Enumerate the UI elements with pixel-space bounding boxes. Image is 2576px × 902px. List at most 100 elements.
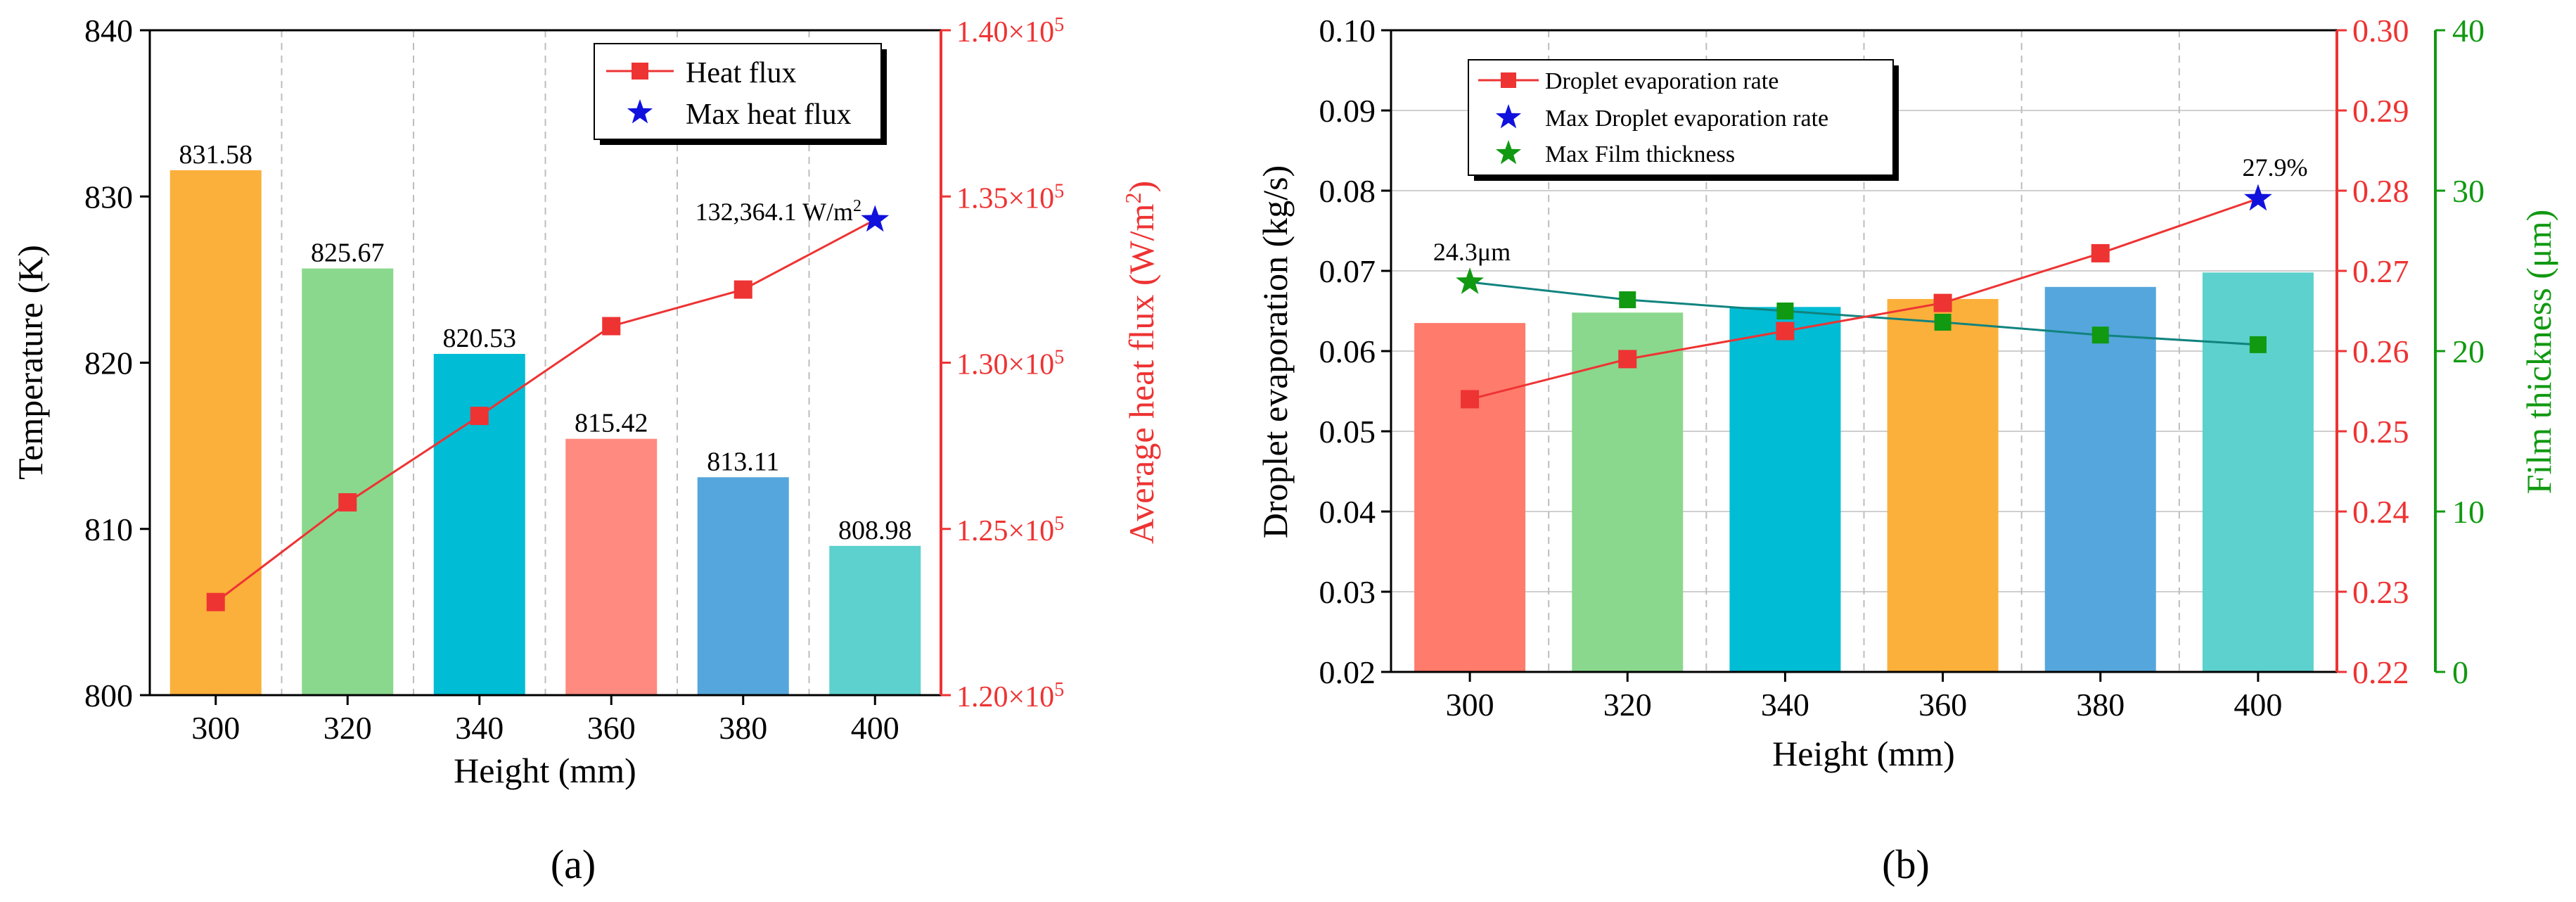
panel-a-bar-label: 808.98: [838, 516, 912, 545]
panel-b-legend: Droplet evaporation rate Max Droplet eva…: [1468, 59, 1899, 181]
panel-b-bar: [1887, 298, 1999, 672]
panel-b-x-ticks: 300 320 340 360 380 400: [1446, 672, 2282, 723]
panel-b-rate-point: [2091, 243, 2110, 262]
panel-b-y2-tick-label: 0.30: [2352, 13, 2409, 49]
panel-b-y-tick-label: 0.10: [1319, 13, 1376, 49]
panel-a-right-y-axis-label: Average heat flux (W/m2): [1120, 181, 1161, 544]
panel-a-x-tick-label: 320: [323, 710, 372, 746]
panel-b-legend-square-swatch: [1501, 72, 1516, 88]
panel-b-x-tick-label: 360: [1918, 687, 1967, 723]
panel-a-bars: [169, 170, 921, 696]
panel-a-bar: [565, 438, 658, 695]
panel-a-x-tick-label: 360: [587, 710, 636, 746]
panel-a-max-annotation-text: 132,364.1 W/m: [696, 198, 853, 226]
panel-b-x-tick-label: 340: [1761, 687, 1809, 723]
panel-b-y-tick-label: 0.02: [1319, 654, 1376, 690]
panel-a-y2-tick-exponent: 5: [1054, 679, 1064, 701]
panel-b-y3-tick-label: 10: [2452, 494, 2485, 530]
panel-a-heat-flux-point: [206, 592, 225, 611]
panel-b-green-y-ticks: 0 10 20 30 40: [2435, 13, 2485, 690]
panel-a-y2-tick-exponent: 5: [1054, 14, 1064, 36]
panel-b-max-rate-annotation: 27.9%: [2243, 153, 2308, 182]
panel-a-y2-tick-mantissa: 1.20×10: [956, 681, 1054, 713]
panel-a-x-tick-label: 340: [455, 710, 504, 746]
panel-a-y2-tick-mantissa: 1.25×10: [956, 515, 1054, 547]
panel-a-right-ylabel-main: Average heat flux (W/m: [1122, 203, 1161, 544]
panel-a-left-y-axis-label: Temperature (K): [11, 245, 50, 480]
panel-b-y2-tick-label: 0.23: [2352, 574, 2409, 610]
panel-b-y2-tick-label: 0.29: [2352, 93, 2409, 129]
panel-a-x-tick-label: 400: [851, 710, 899, 746]
panel-a-y2-tick-label: 1.40×105: [956, 14, 1064, 49]
panel-b-left-y-axis-label: Droplet evaporation (kg/s): [1255, 165, 1295, 538]
panel-b-legend-max-film: Max Film thickness: [1545, 141, 1735, 167]
panel-a-bar-label: 813.11: [707, 447, 779, 476]
panel-b-legend-green-star-icon: [1495, 140, 1522, 165]
panel-b-chart: 300 320 340 360 380 400 0.020.030.040.050.060…: [1255, 13, 2558, 887]
panel-a-y2-tick-mantissa: 1.40×10: [956, 16, 1054, 49]
panel-a-y-tick-label: 840: [84, 13, 133, 49]
panel-b-red-y-ticks: 0.22 0.23 0.24 0.25 0.26 0.27 0.28 0.29 0.30: [2337, 13, 2409, 690]
panel-a-max-star: [861, 205, 890, 232]
panel-b-max-film-star: [1456, 267, 1484, 294]
panel-b-film-point: [1776, 303, 1794, 319]
panel-a-max-annotation: 132,364.1 W/m2: [696, 197, 861, 226]
panel-b-y-tick-label: 0.04: [1319, 494, 1376, 530]
panel-a-heat-flux-point: [733, 280, 752, 299]
panel-b-y-tick-label: 0.07: [1319, 253, 1376, 289]
panel-a-heat-flux-point: [602, 317, 621, 336]
panel-b-legend-box: [1468, 59, 1894, 176]
panel-b-film-point: [1934, 313, 1952, 331]
panel-b-y2-tick-label: 0.26: [2352, 334, 2409, 369]
panel-a-heat-flux-point: [470, 407, 489, 426]
panel-a-y2-tick-mantissa: 1.35×10: [956, 182, 1054, 215]
panel-a-bar-label: 825.67: [311, 239, 385, 268]
panel-a-y-tick-label: 820: [84, 345, 133, 381]
panel-b-y2-tick-label: 0.24: [2352, 494, 2409, 530]
panel-a-bar-label: 815.42: [575, 409, 648, 438]
panel-b-y3-tick-label: 40: [2452, 13, 2485, 49]
panel-a-y2-tick-label: 1.25×105: [956, 512, 1064, 547]
panel-a-heat-flux-polyline: [214, 218, 876, 603]
panel-b-y-tick-label: 0.08: [1319, 173, 1376, 209]
panel-b-rate-polyline: [1469, 197, 2259, 400]
panel-b-bar: [2202, 272, 2314, 672]
panel-a-max-annotation-sup: 2: [853, 197, 861, 215]
panel-b-y2-tick-label: 0.27: [2352, 253, 2409, 289]
panel-a-bar: [433, 353, 525, 695]
panel-b-x-tick-label: 300: [1446, 687, 1494, 723]
panel-b-film-point: [1619, 291, 1636, 309]
panel-b-bar: [2044, 286, 2156, 672]
panel-b-legend-max-rate: Max Droplet evaporation rate: [1545, 106, 1828, 132]
panel-a-right-ylabel-sup: 2: [1120, 193, 1146, 204]
panel-a-y2-tick-exponent: 5: [1054, 512, 1064, 534]
panel-a-legend: Heat flux Max heat flux: [594, 43, 887, 145]
panel-b-y-tick-label: 0.06: [1319, 334, 1376, 369]
panel-b-y-tick-label: 0.09: [1319, 93, 1376, 129]
panel-a-bar-label: 820.53: [443, 324, 517, 353]
panel-a-right-ylabel-close: ): [1122, 181, 1161, 193]
panel-b-y-tick-label: 0.05: [1319, 414, 1376, 450]
panel-a-y2-tick-mantissa: 1.30×10: [956, 349, 1054, 381]
panel-a-chart: 831.58 825.67 820.53 815.42 813.11 808.98 300…: [11, 13, 1161, 887]
panel-a-y2-tick-exponent: 5: [1054, 180, 1064, 202]
panel-a-bar-labels: 831.58 825.67 820.53 815.42 813.11 808.98: [179, 140, 912, 545]
panel-a-gridlines: [281, 30, 810, 695]
panel-a-x-ticks: 300 320 340 360 380 400: [191, 695, 899, 746]
panel-b-rate-point: [1618, 350, 1637, 369]
panel-b-x-tick-label: 400: [2234, 687, 2282, 723]
panel-a-x-tick-label: 300: [191, 710, 240, 746]
panel-b-y-tick-label: 0.03: [1319, 574, 1376, 610]
panel-a-bar: [169, 170, 262, 696]
panel-b-bar: [1729, 307, 1841, 672]
panel-b-left-y-ticks: 0.02 0.03 0.04 0.05 0.06 0.07 0.08 0.09 0.10: [1319, 13, 1391, 690]
panel-a-legend-square-swatch: [632, 63, 648, 80]
panel-a-left-y-ticks: 800 810 820 830 840: [84, 13, 150, 713]
panel-a-y-tick-label: 830: [84, 179, 133, 215]
panel-b-y2-tick-label: 0.22: [2352, 654, 2409, 690]
panel-a-legend-box: [594, 43, 882, 140]
panel-b-max-film-annotation: 24.3μm: [1433, 238, 1511, 266]
panel-b-rate-point: [1461, 390, 1480, 409]
